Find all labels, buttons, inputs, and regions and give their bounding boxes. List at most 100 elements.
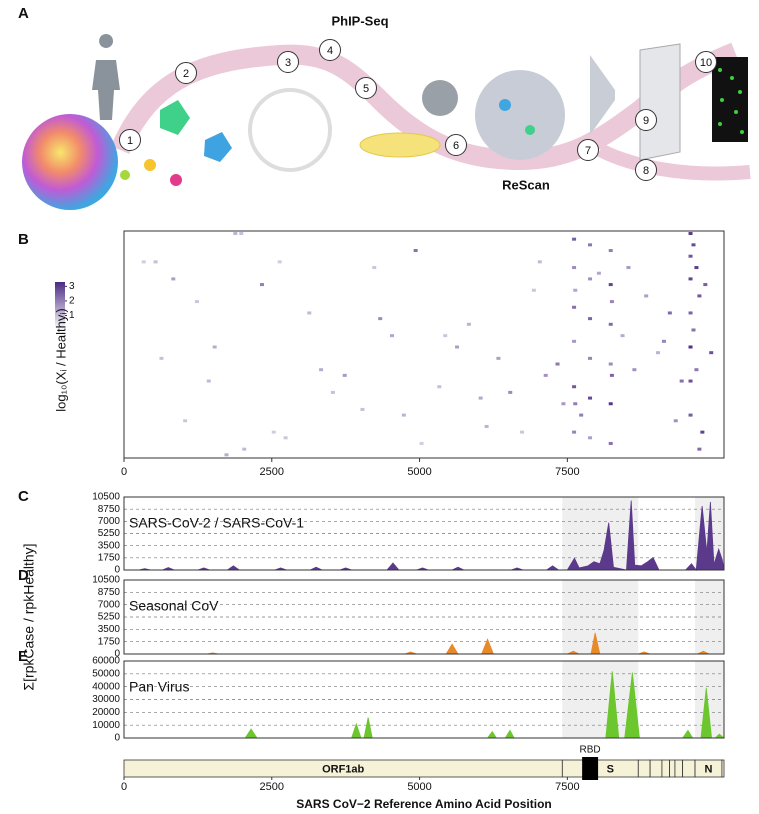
heat-cell <box>520 430 525 434</box>
panel-label: E <box>18 648 28 665</box>
y-tick-label: 3500 <box>98 540 121 551</box>
heat-cell <box>588 243 593 247</box>
y-tick-label: 3500 <box>98 624 121 635</box>
step-circle <box>319 39 341 61</box>
plot-border <box>123 496 725 571</box>
rbd-box <box>582 757 599 780</box>
heat-cell <box>242 447 247 451</box>
step-number: 4 <box>327 45 333 57</box>
heat-cell <box>608 249 613 253</box>
step-circle <box>577 139 599 161</box>
step-circle <box>635 109 657 131</box>
heat-cell <box>588 436 593 440</box>
x-tick-label: 7500 <box>555 466 579 478</box>
heat-cell <box>484 424 489 428</box>
genome-segment <box>637 759 651 778</box>
virion <box>144 159 156 171</box>
virion <box>204 132 232 162</box>
plate-dish <box>359 132 441 158</box>
heat-cell <box>632 368 637 372</box>
bead <box>248 88 332 172</box>
heat-cell <box>531 288 536 292</box>
heat-cell <box>688 277 693 281</box>
heat-cell <box>443 334 448 338</box>
series-label: Seasonal CoV <box>129 598 219 614</box>
heat-cell <box>572 339 577 343</box>
heat-cell <box>259 283 264 287</box>
y-tick-label: 8750 <box>98 504 121 515</box>
heat-cell <box>413 249 418 253</box>
heat-cell <box>194 300 199 304</box>
genome-segment <box>561 759 639 778</box>
heat-cell <box>667 311 672 315</box>
heat-cell <box>153 260 158 264</box>
step-circle <box>355 77 377 99</box>
y-tick-label: 7000 <box>98 516 121 527</box>
heat-cell <box>307 311 312 315</box>
heat-cell <box>609 300 614 304</box>
heat-cell <box>572 430 577 434</box>
genome-segment <box>669 759 676 778</box>
heat-cell <box>697 447 702 451</box>
heat-cell <box>688 232 693 235</box>
heat-cell <box>596 271 601 275</box>
heat-cell <box>697 294 702 298</box>
heat-cell <box>609 373 614 377</box>
heat-cell <box>319 368 324 372</box>
heat-cell <box>224 453 229 457</box>
x-tick-label: 2500 <box>260 781 284 793</box>
colorbar <box>55 282 65 330</box>
rbd-label: RBD <box>580 745 601 756</box>
plot-border <box>123 660 725 739</box>
heat-cell <box>572 266 577 270</box>
x-axis-label: SARS CoV−2 Reference Amino Acid Position <box>296 797 552 811</box>
genome-segment <box>649 759 663 778</box>
heat-cell <box>239 232 244 235</box>
bead <box>499 99 511 111</box>
y-tick-label: 50000 <box>92 668 120 679</box>
step-number: 2 <box>183 68 189 80</box>
heat-cell <box>419 441 424 445</box>
heat-cell <box>608 402 613 406</box>
heat-cell <box>572 305 577 309</box>
y-tick-label: 7000 <box>98 599 121 610</box>
x-tick-label: 7500 <box>555 781 579 793</box>
virion <box>160 100 190 135</box>
step-number: 6 <box>453 140 459 152</box>
heat-cell <box>390 334 395 338</box>
step-circle <box>695 51 717 73</box>
step-number: 1 <box>127 135 133 147</box>
heat-cell <box>656 351 661 355</box>
step-number: 5 <box>363 83 369 95</box>
y-tick-label: 0 <box>114 565 120 576</box>
heat-cell <box>233 232 238 235</box>
colorbar-tick-label: 3 <box>69 281 75 292</box>
x-tick-label: 5000 <box>407 781 431 793</box>
plate-96 <box>639 43 681 161</box>
phip-seq-label: PhIP-Seq <box>331 13 388 28</box>
y-tick-label: 0 <box>114 649 120 660</box>
panel-label: B <box>18 231 29 248</box>
heat-cell <box>573 288 578 292</box>
heat-cell <box>673 419 678 423</box>
heat-cell <box>579 413 584 417</box>
step-number: 3 <box>285 57 291 69</box>
heat-cell <box>561 402 566 406</box>
step-circle <box>175 62 197 84</box>
panel-a: PhIP-Seq ReScan A <box>18 5 751 210</box>
heat-cell <box>342 373 347 377</box>
panel-label: A <box>18 5 29 22</box>
heat-cell <box>608 283 613 287</box>
virion <box>120 170 130 180</box>
gene-label: N <box>705 763 713 775</box>
heat-cell <box>555 362 560 366</box>
heat-cell <box>694 266 699 270</box>
y-tick-label: 20000 <box>92 707 120 718</box>
heat-cell <box>691 243 696 247</box>
step-circle <box>635 159 657 181</box>
heat-cell <box>283 436 288 440</box>
heat-cell <box>573 402 578 406</box>
x-tick-label: 5000 <box>407 466 431 478</box>
microarray <box>712 57 748 142</box>
panel-label: D <box>18 567 29 584</box>
